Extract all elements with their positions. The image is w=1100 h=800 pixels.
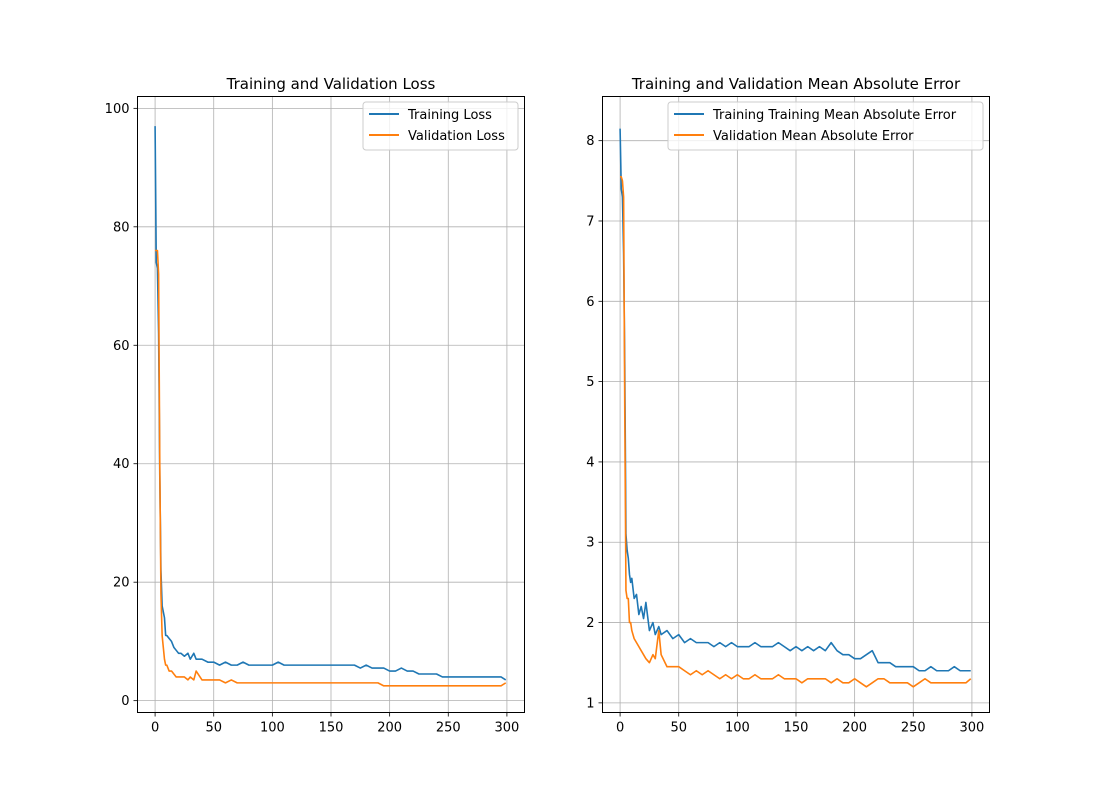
- mae-legend-box: [667, 101, 984, 151]
- mae-xtick-label: 250: [901, 721, 926, 736]
- mae-chart: Training and Validation Mean Absolute Er…: [586, 75, 990, 736]
- loss-xtick-label: 0: [151, 721, 159, 736]
- mae-legend: Training Training Mean Absolute Error Va…: [667, 101, 984, 151]
- mae-ytick-label: 8: [586, 134, 594, 149]
- mae-legend-validation-label: Validation Mean Absolute Error: [713, 129, 914, 144]
- loss-ytick-label: 20: [113, 576, 130, 591]
- mae-ytick-label: 4: [586, 455, 594, 470]
- mae-xtick-label: 300: [959, 721, 984, 736]
- mae-legend-training-label: Training Training Mean Absolute Error: [712, 108, 957, 123]
- loss-xtick-label: 300: [494, 721, 519, 736]
- mae-ytick-label: 3: [586, 536, 594, 551]
- loss-legend-validation-label: Validation Loss: [408, 129, 505, 144]
- mae-xtick-label: 50: [670, 721, 687, 736]
- loss-legend-box: [362, 101, 519, 151]
- loss-xtick-label: 150: [319, 721, 344, 736]
- loss-training-line: [154, 126, 507, 681]
- loss-xtick-label: 200: [377, 721, 402, 736]
- mae-xtick-label: 200: [842, 721, 867, 736]
- loss-xtick-label: 50: [205, 721, 222, 736]
- loss-chart-title: Training and Validation Loss: [226, 75, 436, 93]
- mae-ytick-label: 7: [586, 214, 594, 229]
- mae-chart-title: Training and Validation Mean Absolute Er…: [631, 75, 961, 93]
- mae-ytick-label: 5: [586, 375, 594, 390]
- mae-ytick-label: 2: [586, 616, 594, 631]
- mae-ytick-label: 1: [586, 696, 594, 711]
- mae-xtick-label: 150: [784, 721, 809, 736]
- mae-training-line: [619, 128, 971, 672]
- loss-ytick-label: 100: [105, 102, 130, 117]
- mae-ytick-label: 6: [586, 295, 594, 310]
- loss-chart: Training and Validation Loss 0 50 100 150 20…: [105, 75, 525, 736]
- mae-xtick-label: 100: [725, 721, 750, 736]
- loss-ytick-label: 0: [121, 694, 129, 709]
- loss-xtick-label: 100: [260, 721, 285, 736]
- loss-validation-line: [155, 249, 507, 687]
- loss-xtick-label: 250: [436, 721, 461, 736]
- mae-xtick-label: 0: [616, 721, 624, 736]
- mae-validation-line: [620, 176, 972, 688]
- loss-ytick-label: 40: [113, 457, 130, 472]
- loss-legend-training-label: Training Loss: [407, 108, 492, 123]
- loss-ytick-label: 60: [113, 339, 130, 354]
- loss-ytick-label: 80: [113, 220, 130, 235]
- loss-legend: Training Loss Validation Loss: [362, 101, 519, 151]
